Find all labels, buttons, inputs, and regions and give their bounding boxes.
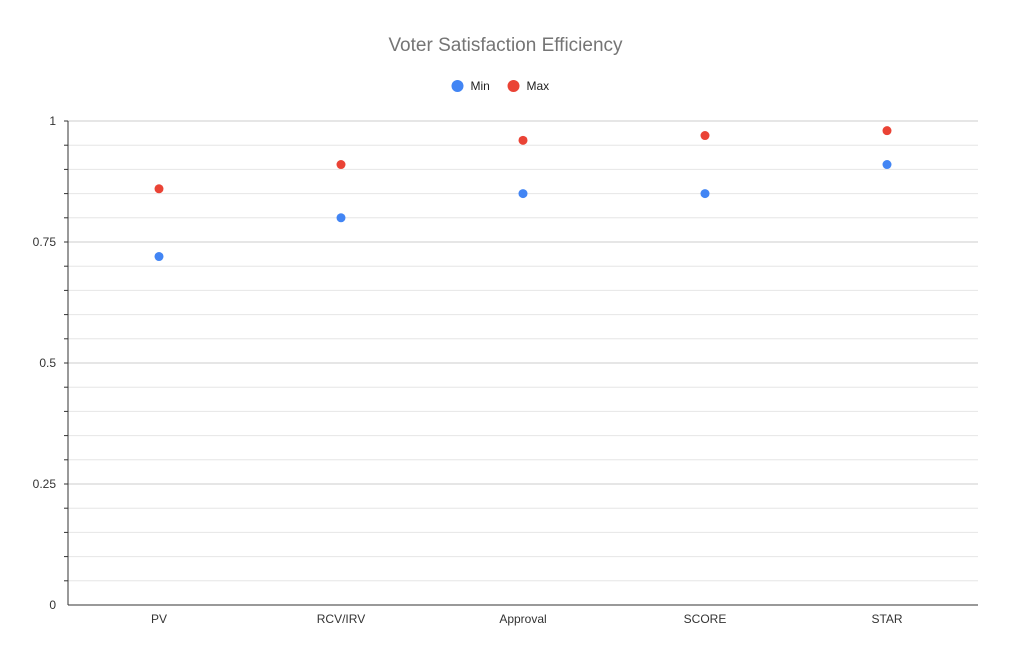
legend-label-max: Max <box>527 79 550 93</box>
y-tick-labels: 0 0.25 0.5 0.75 1 <box>33 114 57 612</box>
x-tick-label: Approval <box>499 612 546 626</box>
x-tick-label: SCORE <box>684 612 727 626</box>
y-tick-label: 1 <box>49 114 56 128</box>
legend-label-min: Min <box>471 79 490 93</box>
legend-marker-min <box>451 80 464 92</box>
y-tick-label: 0.75 <box>33 235 57 249</box>
legend: Min Max <box>451 79 550 93</box>
data-point-min: Min Approval: 0.85 <box>518 189 528 199</box>
data-point-max: Max Approval: 0.96 <box>518 135 528 145</box>
x-tick-labels: PV RCV/IRV Approval SCORE STAR <box>151 612 903 626</box>
data-point-min: Min STAR: 0.91 <box>882 160 892 170</box>
data-point-min: Min SCORE: 0.85 <box>700 189 710 199</box>
x-tick-label: RCV/IRV <box>317 612 365 626</box>
data-point-max: Max PV: 0.86 <box>154 184 164 194</box>
data-points: Min PV: 0.72 Min RCV/IRV: 0.8 Min Approval… <box>154 126 892 262</box>
y-tick-label: 0.25 <box>33 477 57 491</box>
data-point-max: Max RCV/IRV: 0.91 <box>336 160 346 170</box>
x-tick-label: PV <box>151 612 167 626</box>
axes <box>67 121 978 606</box>
y-tick-label: 0 <box>49 598 56 612</box>
data-point-max: Max SCORE: 0.97 <box>700 131 710 141</box>
data-point-min: Min PV: 0.72 <box>154 252 164 262</box>
chart-title: Voter Satisfaction Efficiency <box>388 35 623 56</box>
x-tick-label: STAR <box>871 612 902 626</box>
y-axis-ticks <box>64 120 68 582</box>
y-tick-label: 0.5 <box>39 356 56 370</box>
data-point-min: Min RCV/IRV: 0.8 <box>336 213 346 223</box>
legend-marker-max <box>507 80 520 92</box>
data-point-max: Max STAR: 0.98 <box>882 126 892 136</box>
